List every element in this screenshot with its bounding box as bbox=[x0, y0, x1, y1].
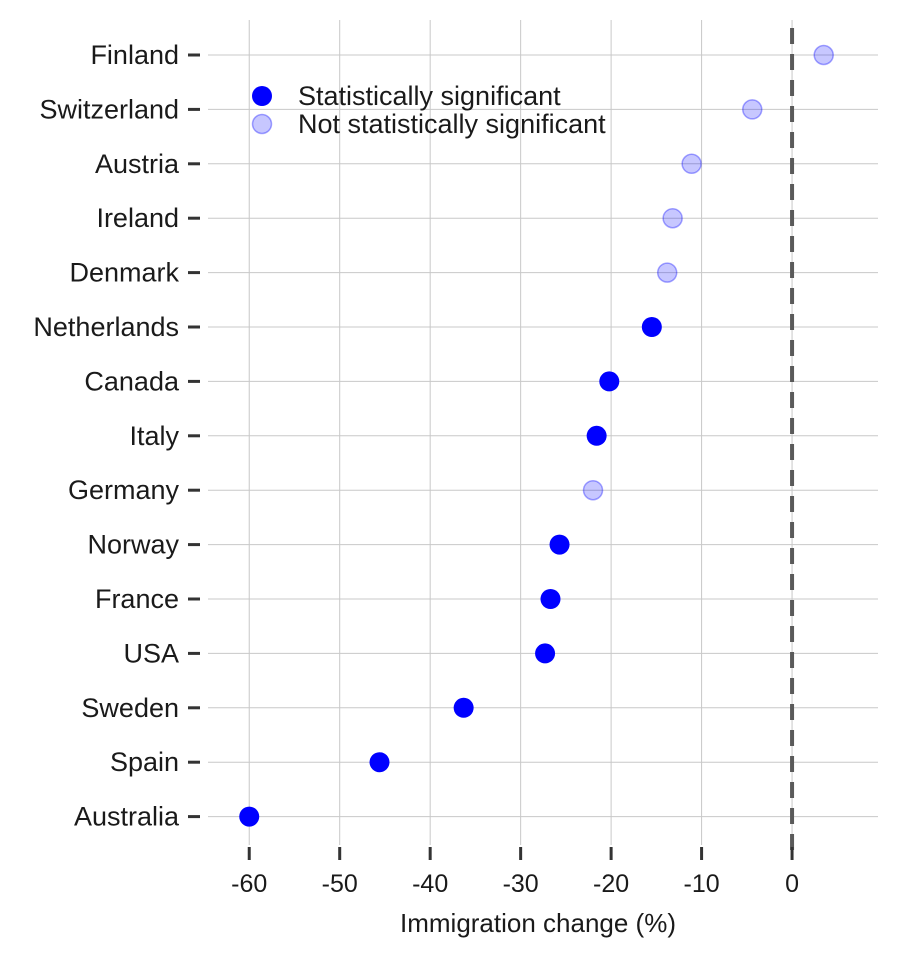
y-tick-label-ireland: Ireland bbox=[96, 203, 179, 233]
point-sweden bbox=[453, 697, 474, 718]
x-tick-label-10: -10 bbox=[684, 870, 720, 898]
y-tick-label-italy: Italy bbox=[129, 421, 179, 451]
point-denmark bbox=[656, 262, 678, 283]
y-tick-label-canada: Canada bbox=[84, 366, 180, 396]
point-finland bbox=[813, 44, 834, 66]
legend-marker-not-significant bbox=[251, 113, 273, 135]
x-tick-label-30: -30 bbox=[503, 870, 539, 898]
legend-label-significant: Statistically significant bbox=[298, 81, 561, 111]
point-italy bbox=[586, 425, 607, 446]
point-canada bbox=[599, 371, 620, 392]
y-tick-label-denmark: Denmark bbox=[69, 258, 179, 288]
y-tick-label-spain: Spain bbox=[110, 747, 179, 777]
y-tick-label-switzerland: Switzerland bbox=[39, 94, 179, 124]
legend-label-not-significant: Not statistically significant bbox=[298, 109, 606, 139]
y-tick-label-austria: Austria bbox=[95, 149, 180, 179]
point-australia bbox=[239, 806, 260, 827]
legend: Statistically significant Not statistica… bbox=[251, 81, 606, 139]
y-tick-label-netherlands: Netherlands bbox=[33, 312, 179, 342]
point-usa bbox=[535, 643, 556, 664]
y-tick-label-france: France bbox=[95, 584, 179, 614]
point-austria bbox=[681, 153, 702, 175]
x-axis-title: Immigration change (%) bbox=[400, 908, 676, 938]
data-points bbox=[239, 44, 834, 827]
point-germany bbox=[582, 479, 604, 501]
y-tick-label-finland: Finland bbox=[90, 40, 179, 70]
y-tick-label-australia: Australia bbox=[74, 802, 180, 832]
point-netherlands bbox=[641, 317, 662, 337]
legend-marker-significant bbox=[252, 86, 272, 106]
x-axis: -60 -50 -40 -30 -20 -10 0 bbox=[231, 847, 799, 898]
x-tick-label-40: -40 bbox=[412, 870, 448, 898]
x-tick-label-0: 0 bbox=[785, 870, 799, 898]
grid-lines bbox=[208, 20, 878, 845]
y-axis: Finland Switzerland Austria Ireland Denmark N… bbox=[33, 40, 200, 832]
x-tick-label-60: -60 bbox=[231, 870, 267, 898]
point-ireland bbox=[662, 207, 683, 229]
point-norway bbox=[549, 534, 570, 555]
x-tick-label-50: -50 bbox=[322, 870, 358, 898]
point-switzerland bbox=[741, 99, 763, 120]
y-tick-label-norway: Norway bbox=[87, 530, 179, 560]
y-tick-label-germany: Germany bbox=[68, 475, 180, 505]
y-tick-label-usa: USA bbox=[123, 638, 179, 668]
y-tick-label-sweden: Sweden bbox=[81, 693, 179, 723]
point-france bbox=[540, 589, 561, 609]
x-tick-label-20: -20 bbox=[593, 870, 629, 898]
point-spain bbox=[369, 752, 390, 773]
